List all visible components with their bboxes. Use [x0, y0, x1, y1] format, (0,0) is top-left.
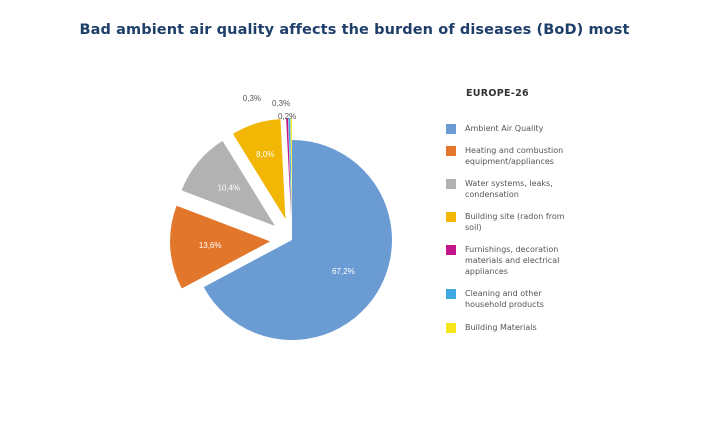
- legend-swatch: [446, 245, 456, 255]
- legend-item-ambient-air-quality: Ambient Air Quality: [446, 123, 596, 134]
- slice-value-label-4: 0,3%: [243, 94, 261, 103]
- legend-label: Ambient Air Quality: [465, 124, 544, 133]
- slice-value-label-2: 10,4%: [217, 184, 240, 193]
- legend-label: Building Materials: [465, 323, 537, 332]
- legend-swatch: [446, 179, 456, 189]
- slice-value-label-1: 13,6%: [199, 241, 222, 250]
- pie-slice-2: [181, 140, 276, 226]
- legend-label: Cleaning and other household products: [465, 289, 544, 309]
- pie-slice-0: [203, 140, 392, 340]
- pie-slice-4: [286, 118, 292, 219]
- slice-value-label-6: 0,2%: [278, 112, 296, 121]
- slice-value-label-5: 0,3%: [272, 99, 290, 108]
- legend-item-water-systems: Water systems, leaks, condensation: [446, 178, 596, 200]
- legend-item-heating-combustion: Heating and combustion equipment/applian…: [446, 145, 596, 167]
- pie-slice-5: [288, 118, 292, 219]
- legend-swatch: [446, 323, 456, 333]
- pie-slice-1: [170, 205, 271, 289]
- legend-label: Building site (radon from soil): [465, 212, 565, 232]
- legend-label: Heating and combustion equipment/applian…: [465, 146, 564, 166]
- legend-item-cleaning-products: Cleaning and other household products: [446, 288, 596, 310]
- legend-title: EUROPE-26: [466, 88, 529, 99]
- legend-label: Furnishings, decoration materials and el…: [465, 245, 560, 276]
- legend-swatch: [446, 146, 456, 156]
- legend-swatch: [446, 124, 456, 134]
- legend-item-building-site: Building site (radon from soil): [446, 211, 596, 233]
- legend-swatch: [446, 212, 456, 222]
- slice-value-label-0: 67,2%: [332, 267, 355, 276]
- legend-label: Water systems, leaks, condensation: [465, 179, 553, 199]
- legend-item-building-materials: Building Materials: [446, 322, 596, 333]
- legend-swatch: [446, 289, 456, 299]
- pie-slice-6: [290, 118, 292, 219]
- slice-value-label-3: 8,0%: [256, 150, 274, 159]
- chart-title: Bad ambient air quality affects the burd…: [79, 22, 630, 38]
- legend-item-furnishings: Furnishings, decoration materials and el…: [446, 244, 596, 277]
- pie-slice-3: [232, 119, 286, 219]
- legend: EUROPE-26 Ambient Air Quality Heating an…: [446, 88, 596, 333]
